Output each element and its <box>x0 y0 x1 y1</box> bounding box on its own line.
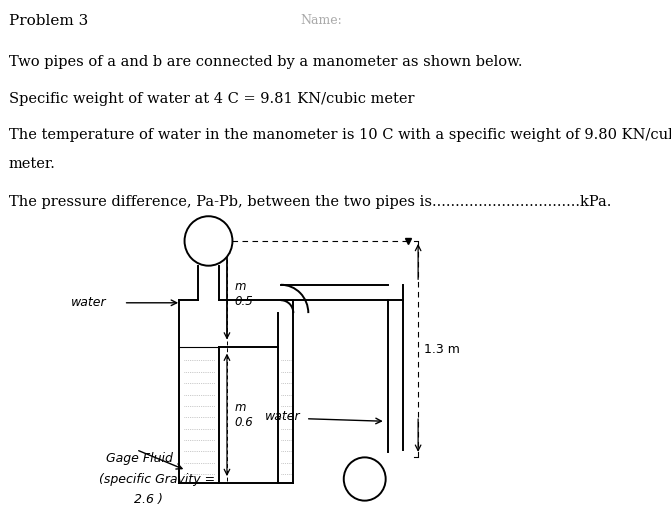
Text: Specific weight of water at 4 C = 9.81 KN/cubic meter: Specific weight of water at 4 C = 9.81 K… <box>9 92 415 106</box>
Text: 2.6 ): 2.6 ) <box>134 494 162 507</box>
Text: +: + <box>356 471 364 481</box>
Text: Two pipes of a and b are connected by a manometer as shown below.: Two pipes of a and b are connected by a … <box>9 55 523 69</box>
Text: b: b <box>367 477 374 490</box>
Text: Gage Fluid: Gage Fluid <box>106 452 173 465</box>
Text: a: a <box>213 233 221 246</box>
Text: water: water <box>265 410 301 423</box>
Text: Problem 3: Problem 3 <box>9 15 88 28</box>
Circle shape <box>185 216 232 266</box>
Text: meter.: meter. <box>9 157 56 171</box>
Text: Name:: Name: <box>301 15 343 27</box>
Text: m
0.6: m 0.6 <box>234 401 253 429</box>
Text: The pressure difference, Pa-Pb, between the two pipes is........................: The pressure difference, Pa-Pb, between … <box>9 195 611 209</box>
Text: water: water <box>71 296 107 309</box>
Text: 1.3 m: 1.3 m <box>424 343 460 356</box>
Circle shape <box>344 457 386 500</box>
Text: The temperature of water in the manometer is 10 C with a specific weight of 9.80: The temperature of water in the manomete… <box>9 127 671 141</box>
Text: (specific Gravity =: (specific Gravity = <box>99 473 215 486</box>
Text: m
0.5: m 0.5 <box>234 280 253 308</box>
